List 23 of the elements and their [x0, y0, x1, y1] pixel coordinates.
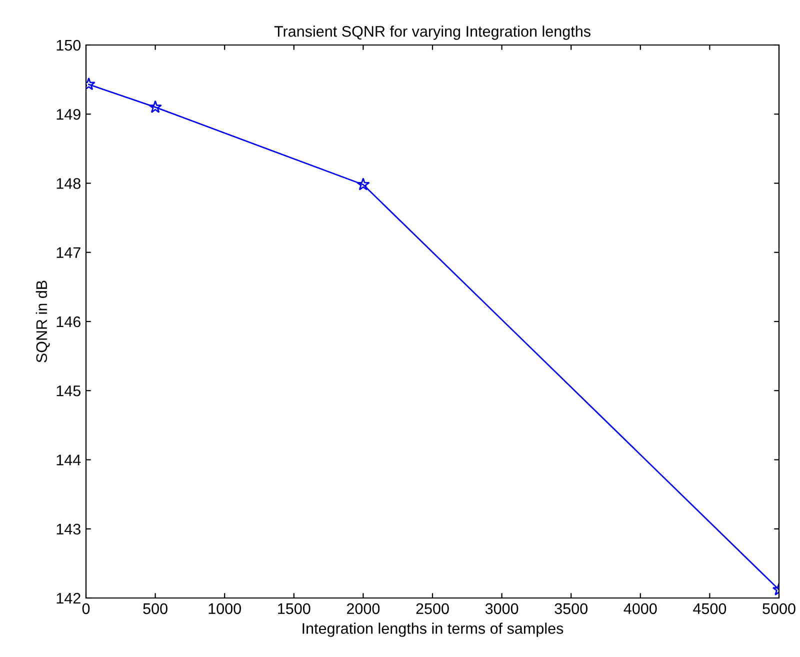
y-tick-label: 145 [56, 386, 80, 396]
y-tick-label: 149 [56, 108, 80, 120]
y-tick-label: 144 [56, 454, 81, 466]
y-tick-label: 142 [56, 592, 80, 604]
x-tick-label: 1500 [278, 603, 310, 614]
x-tick-label: 4500 [693, 603, 726, 614]
y-tick-label: 147 [56, 247, 80, 258]
y-tick-label: 143 [56, 524, 80, 535]
y-axis-title: SQNR in dB [36, 280, 50, 362]
x-tick-label: 5000 [762, 603, 796, 614]
x-tick-label: 500 [143, 603, 168, 614]
chart-title: Transient SQNR for varying Integration lengths [274, 26, 590, 40]
x-tick-label: 3000 [485, 603, 518, 614]
y-tick-label: 146 [56, 316, 80, 328]
x-tick-label: 4000 [624, 603, 657, 614]
y-tick-label: 148 [56, 178, 80, 189]
x-tick-label: 1000 [208, 603, 241, 614]
x-tick-label: 2500 [416, 603, 449, 614]
x-tick-label: 2000 [346, 603, 380, 614]
x-tick-label: 0 [82, 603, 90, 614]
x-axis-title: Integration lengths in terms of samples [302, 622, 564, 637]
x-tick-label: 3500 [554, 603, 588, 614]
y-tick-label: 150 [56, 40, 81, 51]
